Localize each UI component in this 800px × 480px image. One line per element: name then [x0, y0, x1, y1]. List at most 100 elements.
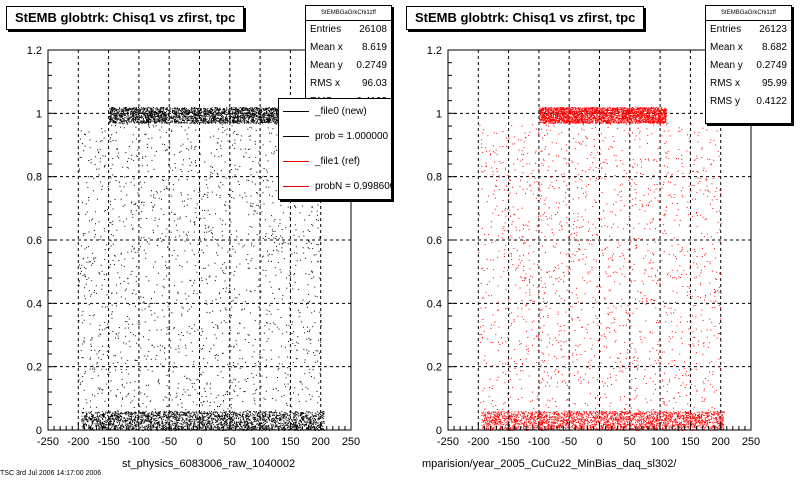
scatter-point: [233, 418, 235, 420]
scatter-point: [305, 421, 307, 423]
scatter-point: [225, 116, 227, 117]
scatter-point: [255, 426, 257, 427]
scatter-point: [176, 119, 178, 121]
scatter-point: [214, 121, 216, 123]
scatter-point: [254, 108, 256, 110]
scatter-point: [147, 414, 148, 416]
scatter-point: [185, 413, 187, 415]
scatter-point: [192, 416, 194, 418]
scatter-point: [208, 419, 210, 421]
scatter-point: [322, 417, 323, 419]
scatter-point: [247, 109, 249, 111]
scatter-point: [125, 411, 127, 413]
scatter-point: [188, 427, 190, 429]
scatter-point: [189, 115, 190, 117]
scatter-point: [221, 113, 223, 115]
scatter-point: [171, 416, 173, 418]
scatter-point: [314, 419, 316, 421]
scatter-point: [194, 109, 196, 111]
scatter-point: [273, 412, 275, 414]
scatter-point: [133, 412, 135, 414]
scatter-point: [322, 428, 324, 430]
scatter-point: [122, 109, 124, 111]
scatter-point: [244, 120, 246, 122]
scatter-point: [220, 117, 222, 119]
scatter-point: [215, 420, 217, 422]
scatter-point: [163, 413, 165, 415]
scatter-point: [308, 422, 310, 424]
scatter-point: [134, 422, 135, 423]
scatter-point: [173, 116, 175, 118]
scatter-point: [152, 427, 154, 429]
scatter-point: [123, 425, 124, 427]
scatter-point: [123, 419, 125, 421]
scatter-point: [252, 117, 254, 119]
scatter-point: [139, 412, 141, 414]
scatter-point: [206, 111, 208, 113]
scatter-point: [303, 418, 305, 420]
scatter-point: [175, 119, 177, 121]
scatter-point: [134, 425, 136, 427]
scatter-point: [260, 418, 262, 420]
scatter-point: [308, 418, 310, 420]
scatter-point: [241, 117, 243, 118]
scatter-point: [247, 117, 249, 119]
scatter-point: [246, 411, 248, 413]
scatter-point: [219, 107, 221, 109]
scatter-point: [116, 119, 118, 121]
scatter-point: [321, 422, 323, 424]
scatter-point: [113, 421, 115, 423]
scatter-point: [209, 119, 211, 121]
scatter-point: [313, 415, 315, 417]
scatter-point: [193, 122, 195, 124]
scatter-point: [198, 107, 200, 109]
scatter-point: [211, 422, 213, 424]
scatter-point: [302, 412, 304, 414]
scatter-point: [240, 424, 242, 426]
scatter-point: [104, 421, 105, 422]
scatter-point: [262, 118, 264, 120]
scatter-point: [288, 425, 290, 427]
scatter-point: [254, 114, 256, 116]
scatter-point: [131, 418, 133, 420]
scatter-point: [201, 115, 203, 117]
scatter-point: [159, 121, 161, 123]
scatter-point: [221, 412, 223, 414]
scatter-point: [314, 412, 316, 414]
scatter-point: [274, 107, 276, 109]
scatter-point: [212, 113, 214, 115]
scatter-point: [261, 120, 262, 122]
scatter-point: [214, 425, 216, 427]
scatter-point: [322, 414, 324, 416]
scatter-point: [201, 115, 203, 116]
scatter-point: [265, 411, 267, 413]
scatter-point: [282, 414, 284, 416]
scatter-point: [153, 117, 155, 119]
scatter-point: [150, 114, 152, 116]
scatter-point: [258, 114, 260, 116]
scatter-point: [192, 111, 194, 113]
scatter-point: [294, 414, 296, 416]
scatter-point: [301, 412, 303, 414]
scatter-point: [308, 417, 310, 419]
scatter-point: [200, 117, 202, 119]
scatter-point: [195, 116, 197, 118]
scatter-point: [180, 121, 182, 123]
scatter-point: [267, 117, 268, 119]
scatter-point: [161, 421, 163, 423]
scatter-point: [218, 115, 220, 116]
scatter-point: [276, 118, 278, 120]
scatter-point: [150, 421, 152, 423]
scatter-point: [116, 112, 118, 114]
scatter-point: [193, 111, 195, 113]
scatter-point: [158, 423, 160, 425]
scatter-point: [161, 114, 162, 116]
scatter-point: [175, 121, 176, 123]
scatter-point: [134, 411, 136, 413]
scatter-point: [114, 414, 116, 416]
scatter-point: [295, 420, 297, 421]
scatter-point: [148, 119, 150, 121]
scatter-point: [234, 109, 235, 110]
scatter-point: [143, 121, 145, 122]
scatter-point: [185, 107, 187, 109]
